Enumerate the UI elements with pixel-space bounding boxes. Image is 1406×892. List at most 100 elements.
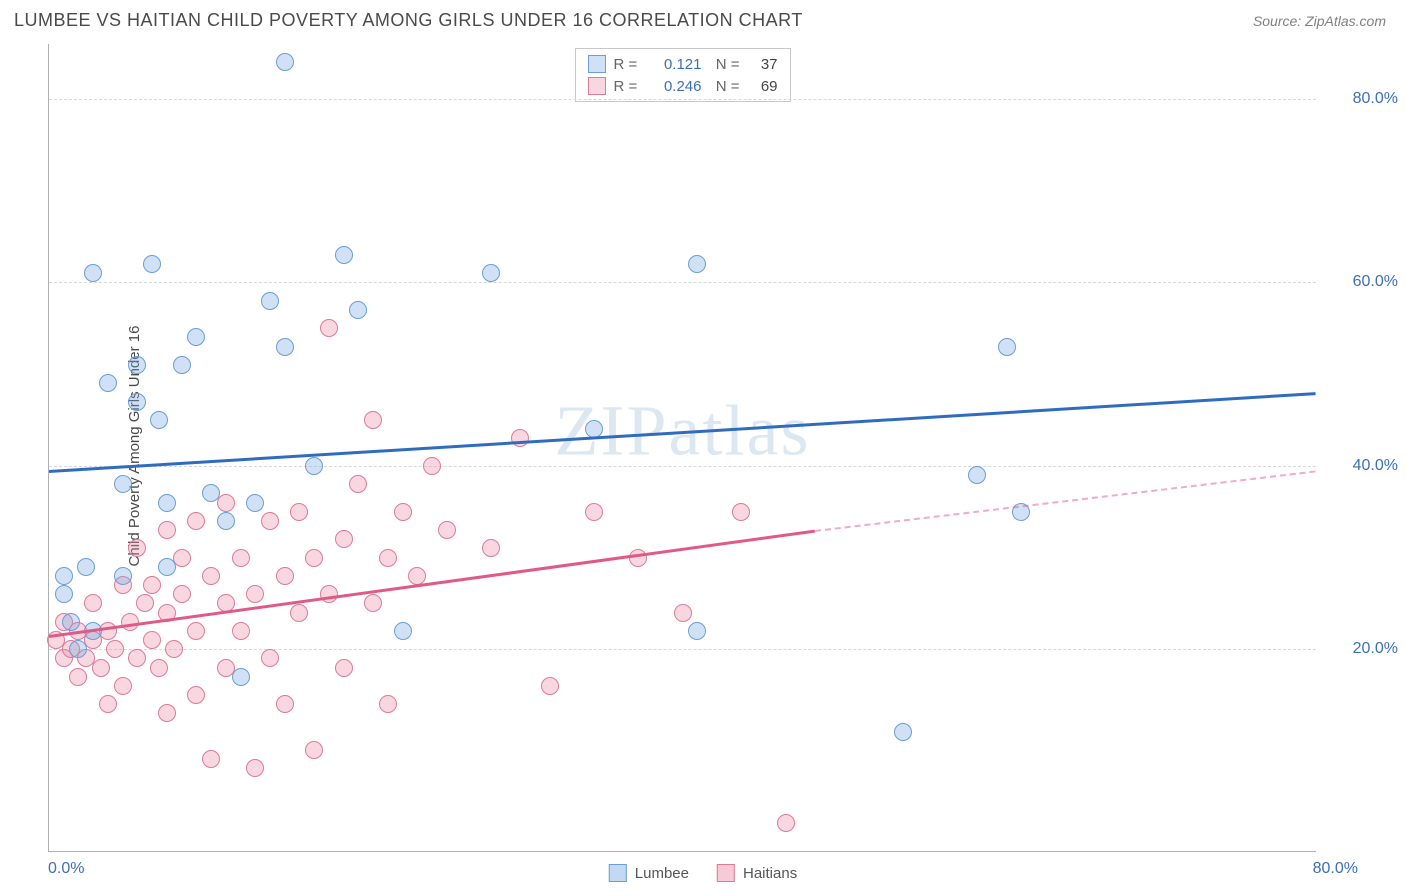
y-axis-tick: 80.0% xyxy=(1353,90,1398,108)
data-point xyxy=(423,457,441,475)
data-point xyxy=(202,484,220,502)
data-point xyxy=(114,567,132,585)
data-point xyxy=(69,640,87,658)
data-point xyxy=(62,613,80,631)
data-point xyxy=(217,512,235,530)
data-point xyxy=(335,530,353,548)
chart-plot-area: ZIPatlas R =0.121N =37R =0.246N =69 20.0… xyxy=(48,44,1316,852)
data-point xyxy=(894,723,912,741)
legend-r-label: R = xyxy=(614,78,640,95)
data-point xyxy=(305,457,323,475)
grid-line xyxy=(49,282,1316,283)
data-point xyxy=(585,503,603,521)
data-point xyxy=(232,668,250,686)
data-point xyxy=(202,567,220,585)
data-point xyxy=(128,393,146,411)
data-point xyxy=(114,677,132,695)
legend-swatch xyxy=(609,864,627,882)
data-point xyxy=(246,494,264,512)
data-point xyxy=(55,567,73,585)
data-point xyxy=(261,512,279,530)
data-point xyxy=(202,750,220,768)
data-point xyxy=(408,567,426,585)
x-axis-tick-min: 0.0% xyxy=(48,860,84,878)
data-point xyxy=(187,512,205,530)
grid-line xyxy=(49,466,1316,467)
data-point xyxy=(482,539,500,557)
data-point xyxy=(158,704,176,722)
data-point xyxy=(128,649,146,667)
data-point xyxy=(187,686,205,704)
data-point xyxy=(158,521,176,539)
data-point xyxy=(128,539,146,557)
data-point xyxy=(541,677,559,695)
data-point xyxy=(165,640,183,658)
data-point xyxy=(511,429,529,447)
data-point xyxy=(968,466,986,484)
chart-source: Source: ZipAtlas.com xyxy=(1253,13,1386,29)
legend-swatch xyxy=(717,864,735,882)
y-axis-tick: 40.0% xyxy=(1353,457,1398,475)
data-point xyxy=(290,604,308,622)
data-point xyxy=(261,292,279,310)
data-point xyxy=(143,576,161,594)
data-point xyxy=(246,585,264,603)
grid-line xyxy=(49,99,1316,100)
correlation-legend-row: R =0.121N =37 xyxy=(588,53,778,75)
correlation-legend-row: R = 0.246 N = 69 xyxy=(588,75,778,97)
legend-n-value: 37 xyxy=(748,56,778,73)
legend-swatch xyxy=(588,55,606,73)
data-point xyxy=(364,411,382,429)
series-legend-item: Haitians xyxy=(717,864,797,882)
data-point xyxy=(136,594,154,612)
data-point xyxy=(55,585,73,603)
data-point xyxy=(394,622,412,640)
chart-title: LUMBEE VS HAITIAN CHILD POVERTY AMONG GI… xyxy=(14,10,803,31)
data-point xyxy=(998,338,1016,356)
data-point xyxy=(394,503,412,521)
data-point xyxy=(150,659,168,677)
data-point xyxy=(320,319,338,337)
trend-line xyxy=(815,470,1316,532)
legend-r-label: R = xyxy=(614,56,640,73)
data-point xyxy=(688,622,706,640)
data-point xyxy=(158,494,176,512)
data-point xyxy=(674,604,692,622)
legend-swatch xyxy=(588,77,606,95)
legend-n-label: N = xyxy=(710,56,740,73)
data-point xyxy=(143,255,161,273)
y-axis-tick: 60.0% xyxy=(1353,273,1398,291)
data-point xyxy=(276,695,294,713)
data-point xyxy=(320,585,338,603)
data-point xyxy=(173,585,191,603)
data-point xyxy=(99,374,117,392)
data-point xyxy=(438,521,456,539)
series-legend-label: Haitians xyxy=(743,865,797,882)
data-point xyxy=(335,246,353,264)
data-point xyxy=(77,558,95,576)
data-point xyxy=(173,356,191,374)
data-point xyxy=(732,503,750,521)
data-point xyxy=(121,613,139,631)
data-point xyxy=(276,338,294,356)
legend-n-label: N = xyxy=(710,78,740,95)
legend-n-value: 69 xyxy=(748,78,778,95)
data-point xyxy=(158,558,176,576)
series-legend: LumbeeHaitians xyxy=(609,864,797,882)
data-point xyxy=(276,567,294,585)
data-point xyxy=(349,475,367,493)
data-point xyxy=(261,649,279,667)
data-point xyxy=(379,695,397,713)
data-point xyxy=(92,659,110,677)
data-point xyxy=(143,631,161,649)
chart-header: LUMBEE VS HAITIAN CHILD POVERTY AMONG GI… xyxy=(0,0,1406,39)
data-point xyxy=(379,549,397,567)
grid-line xyxy=(49,649,1316,650)
data-point xyxy=(777,814,795,832)
legend-r-value: 0.246 xyxy=(648,78,702,95)
data-point xyxy=(482,264,500,282)
data-point xyxy=(150,411,168,429)
data-point xyxy=(187,622,205,640)
data-point xyxy=(84,594,102,612)
data-point xyxy=(276,53,294,71)
